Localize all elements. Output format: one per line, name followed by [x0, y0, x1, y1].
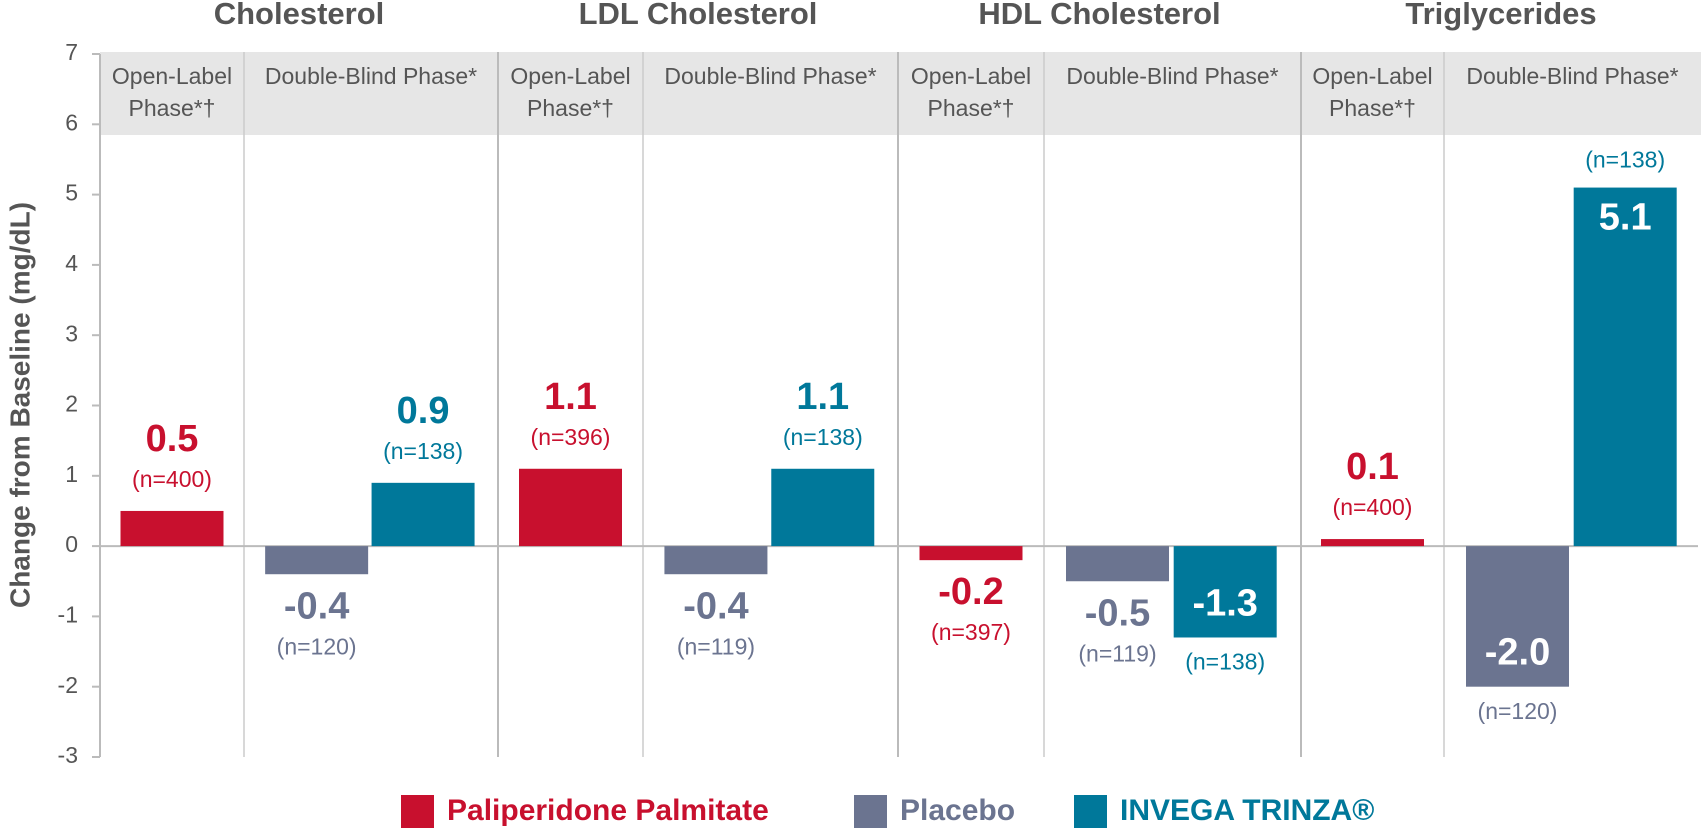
y-tick-label: 5 — [65, 180, 78, 206]
n-label: (n=119) — [677, 633, 755, 659]
panel-title: Triglycerides — [1405, 0, 1596, 31]
phase-label: Open-Label Phase*† — [510, 63, 631, 121]
y-tick-label: 7 — [65, 39, 78, 65]
phase-label: Double-Blind Phase* — [1466, 63, 1679, 89]
n-label: (n=400) — [1333, 494, 1413, 520]
y-tick-label: 3 — [65, 320, 78, 346]
n-label: (n=138) — [1185, 649, 1265, 675]
bar — [1321, 539, 1424, 547]
phase-label: Open-Label Phase*† — [910, 63, 1032, 121]
bar — [1066, 546, 1170, 582]
value-label: 5.1 — [1599, 197, 1652, 239]
value-label: 1.1 — [796, 376, 849, 418]
bar — [519, 468, 622, 547]
phase-label: Open-Label Phase*† — [111, 63, 233, 121]
bar — [371, 482, 475, 547]
value-label: 1.1 — [544, 376, 597, 418]
phase-label: Double-Blind Phase* — [664, 63, 877, 89]
value-label: -0.4 — [284, 585, 349, 627]
bar — [1466, 546, 1570, 687]
phase-label: Open-Label Phase*† — [1312, 63, 1433, 121]
n-label: (n=138) — [1585, 147, 1665, 173]
phase-label: Double-Blind Phase* — [264, 63, 478, 89]
value-label: -0.5 — [1085, 592, 1150, 634]
legend-label: Placebo — [900, 794, 1015, 827]
value-label: -1.3 — [1192, 583, 1257, 625]
n-label: (n=120) — [1478, 698, 1558, 724]
bar — [771, 468, 875, 547]
n-label: (n=397) — [931, 619, 1011, 645]
bar — [1173, 546, 1277, 638]
n-label: (n=120) — [277, 633, 357, 659]
value-label: 0.1 — [1346, 446, 1399, 488]
value-label: -2.0 — [1485, 632, 1550, 674]
bar — [120, 510, 224, 547]
legend-label: INVEGA TRINZA® — [1120, 794, 1374, 827]
y-axis-label: Change from Baseline (mg/dL) — [4, 202, 35, 608]
y-tick-label: -1 — [58, 601, 78, 627]
panel-title: LDL Cholesterol — [579, 0, 818, 31]
panel-title: HDL Cholesterol — [978, 0, 1220, 31]
bar — [919, 546, 1023, 561]
n-label: (n=138) — [383, 438, 463, 464]
panel-title: Cholesterol — [214, 0, 385, 31]
bar — [1573, 187, 1677, 547]
value-label: 0.5 — [146, 418, 199, 460]
y-tick-label: 0 — [65, 531, 78, 557]
phase-label: Double-Blind Phase* — [1066, 63, 1279, 89]
y-tick-label: -3 — [58, 742, 78, 768]
legend-swatch — [401, 795, 434, 828]
value-label: -0.2 — [938, 571, 1003, 613]
y-tick-label: -2 — [58, 672, 78, 698]
n-label: (n=138) — [783, 424, 863, 450]
bar — [664, 546, 768, 575]
value-label: 0.9 — [397, 390, 450, 432]
bar — [265, 546, 369, 575]
n-label: (n=400) — [132, 466, 212, 492]
phase-header-band — [100, 52, 1701, 135]
legend-swatch — [1074, 795, 1107, 828]
n-label: (n=396) — [531, 424, 611, 450]
legend-label: Paliperidone Palmitate — [447, 794, 769, 827]
y-tick-label: 2 — [65, 391, 78, 417]
y-tick-label: 1 — [65, 461, 78, 487]
legend-swatch — [854, 795, 887, 828]
y-tick-label: 6 — [65, 109, 78, 135]
value-label: -0.4 — [683, 585, 748, 627]
n-label: (n=119) — [1078, 640, 1156, 666]
y-tick-label: 4 — [65, 250, 78, 276]
